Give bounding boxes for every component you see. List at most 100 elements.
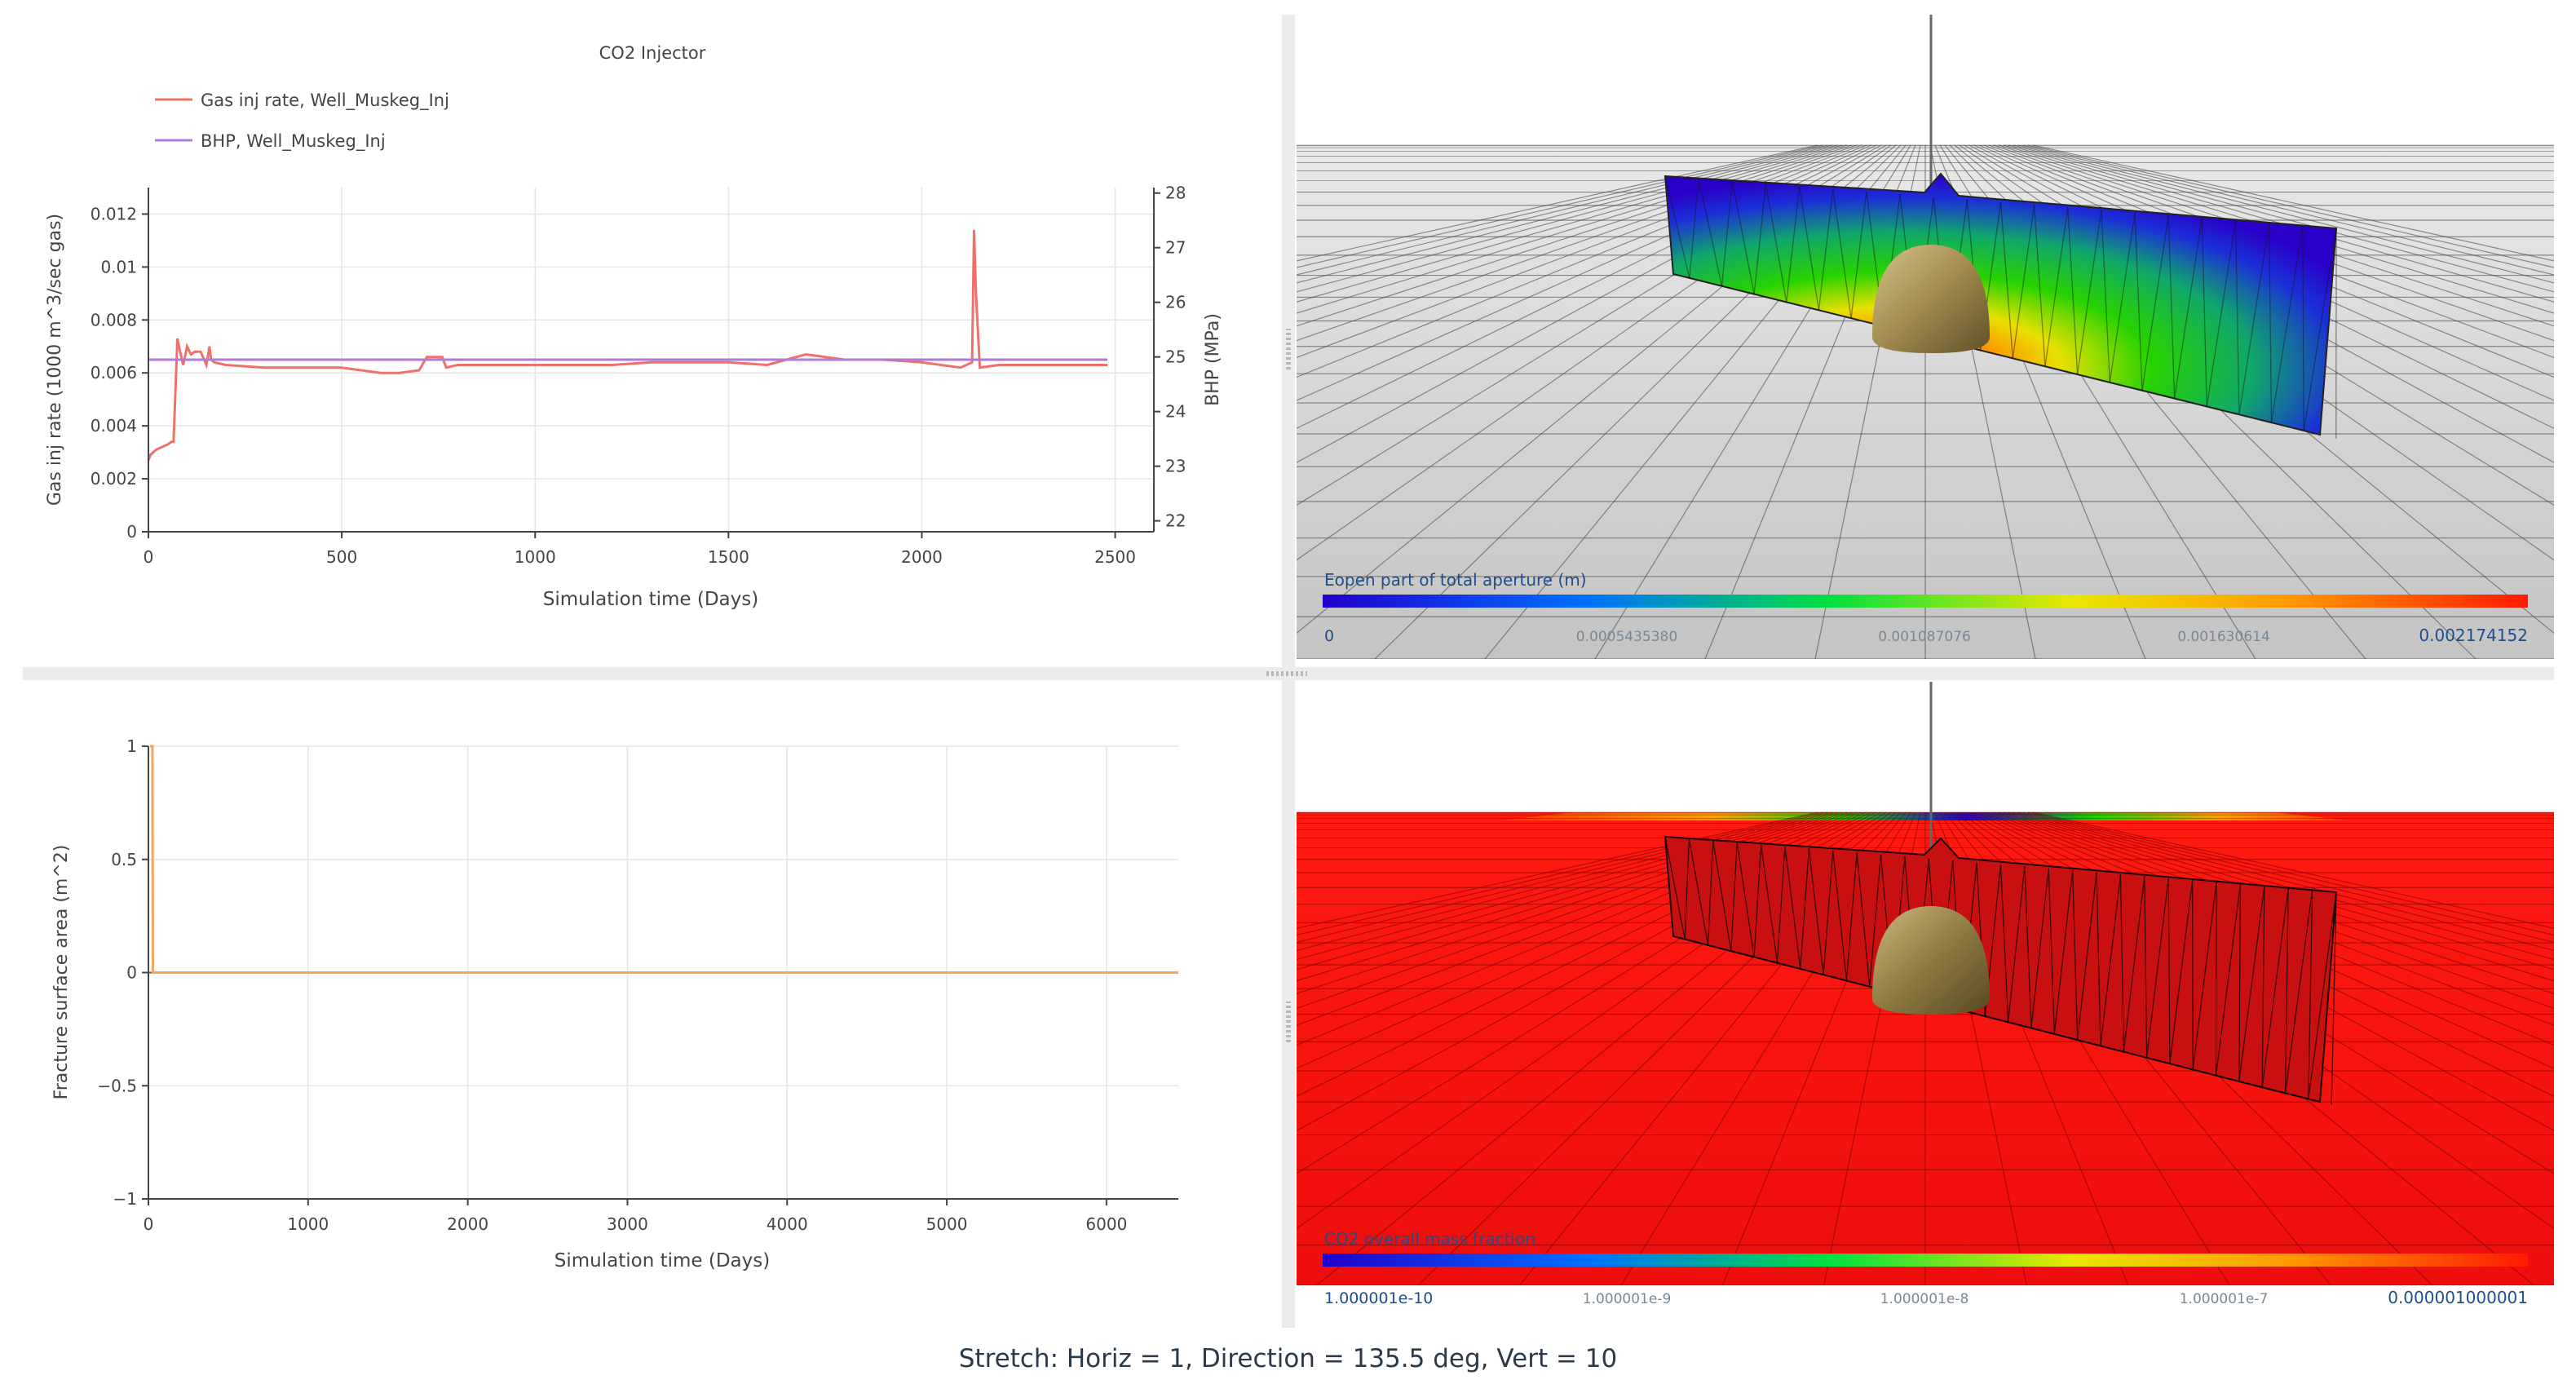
colorbar-tick-2: 0.001087076: [1878, 629, 1971, 645]
mesh-line: [2101, 210, 2110, 383]
mesh-line: [1823, 850, 1834, 975]
mesh-line: [1297, 144, 1862, 358]
mesh-line: [1297, 144, 1828, 276]
mesh-line: [2141, 214, 2169, 391]
x-tick-label: 2000: [447, 1214, 488, 1234]
colorbar-tick-3: 1.000001e-7: [2180, 1291, 2269, 1307]
fracture-area-chart[interactable]: 0 1000 2000 3000 4000 5000 6000 −1 −0.5 0 0.5 1 Sim…: [0, 685, 1272, 1329]
mesh-line: [2308, 890, 2313, 1099]
mesh-line: [2100, 874, 2122, 1046]
mesh-line: [2134, 212, 2143, 391]
mesh-line: [1707, 840, 1714, 945]
y2-tick-label: 24: [1165, 402, 1186, 422]
mesh-line: [2269, 223, 2273, 423]
mesh-line: [1698, 179, 1723, 286]
mesh-line: [1808, 848, 1824, 975]
mesh-line: [2167, 214, 2176, 399]
mesh-line: [2191, 880, 2194, 1070]
mesh-line: [1721, 181, 1733, 286]
colorbar-tick-2: 1.000001e-8: [1880, 1291, 1969, 1307]
horizontal-splitter[interactable]: [23, 667, 2554, 680]
mesh-line: [1856, 852, 1871, 987]
injector-rate-chart-panel[interactable]: CO2 Injector Gas inj rate, Well_Muskeg_I…: [0, 0, 1272, 661]
co2-fraction-3d-view[interactable]: CO2 overall mass fraction 1.000001e-10 1…: [1297, 682, 2554, 1328]
mesh-line: [1297, 811, 1823, 936]
mesh-line: [1736, 842, 1755, 957]
colorbar: [1323, 595, 2528, 608]
mesh-line: [2215, 884, 2242, 1076]
mesh-line: [2012, 205, 2035, 359]
mesh-line: [1689, 179, 1699, 278]
x-tick-label: 1000: [515, 547, 556, 567]
mesh-line: [2022, 144, 2554, 276]
mesh-line: [1297, 811, 1828, 944]
y2-tick-label: 27: [1165, 238, 1186, 258]
mesh-line: [1688, 838, 1709, 945]
chart-legend[interactable]: Gas inj rate, Well_Muskeg_Inj BHP, Well_…: [155, 91, 449, 152]
y-tick-label: −0.5: [97, 1076, 137, 1095]
mesh-line: [1753, 184, 1767, 294]
x-axis-title: Simulation time (Days): [555, 1250, 770, 1271]
mesh-line: [2123, 876, 2145, 1052]
mesh-line: [1297, 144, 1853, 327]
ground-mesh-grid: [1297, 811, 2554, 1328]
mesh-line: [2048, 868, 2055, 1034]
series-line-fracture-area: [149, 745, 1178, 974]
mesh-line: [2053, 870, 2074, 1034]
mesh-line: [1297, 144, 1843, 303]
mesh-line: [1712, 840, 1732, 952]
mesh-line: [1786, 186, 1801, 303]
colorbar-tick-1: 0.0005435380: [1576, 629, 1677, 645]
y-tick-label: 0.5: [111, 850, 137, 869]
vertical-splitter-grip-bottom[interactable]: [1286, 1002, 1291, 1042]
y-axis-title: Fracture surface area (m^2): [51, 845, 72, 1100]
mesh-line: [1297, 811, 1838, 961]
mesh-line: [2030, 868, 2049, 1028]
aperture-3d-canvas[interactable]: Eopen part of total aperture (m) 0 0.000…: [1297, 15, 2554, 659]
mesh-line: [2261, 886, 2265, 1087]
well-marker-dome: [1872, 245, 1990, 353]
mesh-line: [2008, 866, 2026, 1023]
x-tick-label: 5000: [926, 1214, 968, 1234]
mesh-line: [1297, 144, 1838, 293]
mesh-line: [2096, 872, 2101, 1046]
mesh-line: [2167, 878, 2171, 1064]
plume-front: [1500, 812, 2348, 820]
mesh-line: [1297, 144, 1818, 262]
mesh-line: [2022, 811, 2554, 944]
x-tick-label: 2000: [901, 547, 943, 567]
mesh-line: [1664, 836, 1686, 940]
horizontal-splitter-grip[interactable]: [1266, 671, 1307, 676]
aperture-3d-view[interactable]: Eopen part of total aperture (m) 0 0.000…: [1297, 15, 2554, 659]
vertical-splitter-grip-top[interactable]: [1286, 329, 1291, 369]
axis-tick-labels: 0 500 1000 1500 2000 2500 0 0.002 0.004 0.006 0.00…: [91, 184, 1186, 567]
series-line-gas-rate: [147, 229, 1108, 461]
y-tick-label: 0: [126, 963, 137, 983]
mesh-line: [2261, 888, 2289, 1087]
mesh-line: [1297, 811, 1862, 1026]
mesh-line: [1684, 838, 1690, 940]
co2-fraction-3d-canvas[interactable]: CO2 overall mass fraction 1.000001e-10 1…: [1297, 682, 2554, 1328]
plot-axes: [148, 188, 1155, 533]
mesh-line: [1784, 847, 1801, 969]
mesh-line: [2017, 811, 2554, 952]
mesh-line: [1798, 186, 1820, 311]
mesh-line: [2017, 144, 2554, 284]
plot-series: [149, 745, 1178, 974]
mesh-line: [1297, 144, 1823, 268]
colorbar: [1323, 1254, 2528, 1267]
colorbar-title: CO2 overall mass fraction: [1324, 1229, 1535, 1249]
mesh-line: [2109, 212, 2136, 383]
legend-label-gas-rate[interactable]: Gas inj rate, Well_Muskeg_Inj: [201, 91, 449, 111]
y-tick-label: 0.002: [91, 469, 137, 489]
injector-rate-chart[interactable]: CO2 Injector Gas inj rate, Well_Muskeg_I…: [0, 0, 1272, 661]
y2-tick-label: 26: [1165, 293, 1186, 312]
mesh-line: [2145, 878, 2169, 1058]
x-tick-label: 1000: [287, 1214, 329, 1234]
mesh-line: [2144, 876, 2148, 1058]
legend-label-bhp[interactable]: BHP, Well_Muskeg_Inj: [201, 131, 386, 152]
fracture-area-chart-panel[interactable]: 0 1000 2000 3000 4000 5000 6000 −1 −0.5 0 0.5 1 Sim…: [0, 685, 1272, 1329]
axis-tick-labels: 0 1000 2000 3000 4000 5000 6000 −1 −0.5 0 0.5 1: [97, 736, 1127, 1234]
plot-series: [147, 229, 1108, 461]
stretch-status-text: Stretch: Horiz = 1, Direction = 135.5 de…: [958, 1344, 1618, 1373]
